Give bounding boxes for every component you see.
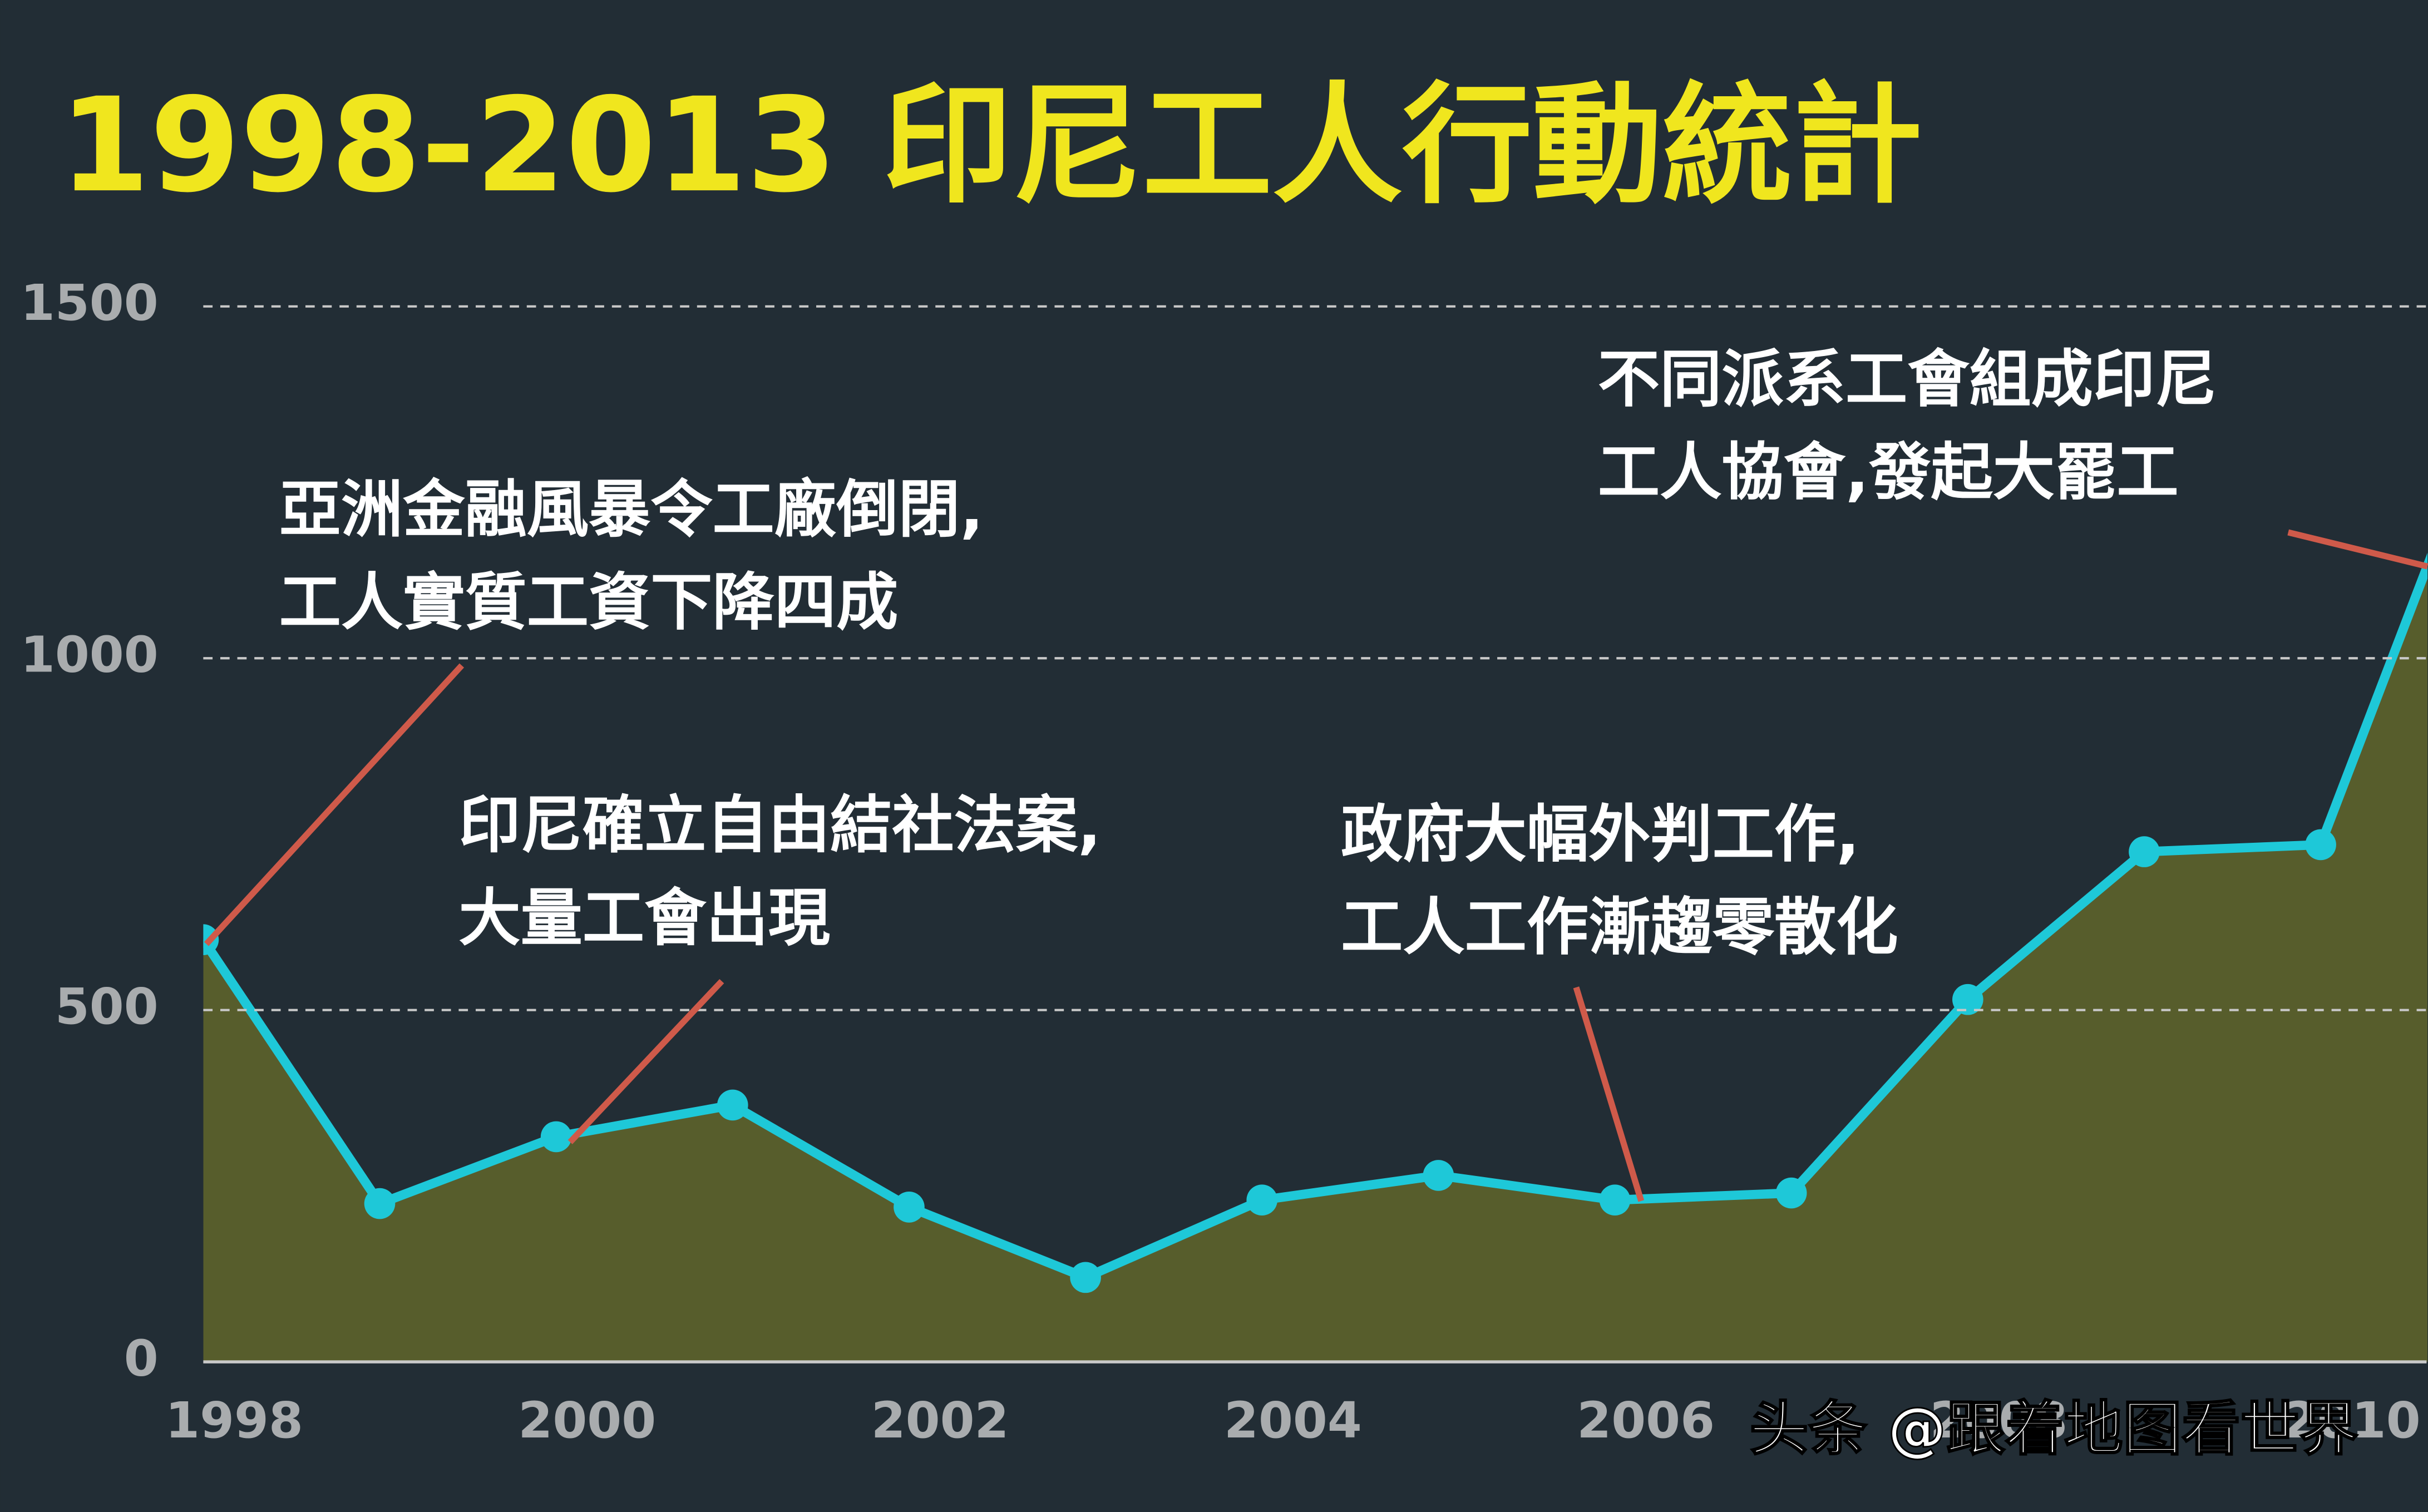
point <box>540 1121 572 1153</box>
watermark: 头条 @跟着地图看世界 <box>1750 1395 2358 1463</box>
x-tick-label: 2010 <box>2283 1391 2421 1449</box>
point <box>1599 1184 1631 1216</box>
point <box>2129 836 2160 867</box>
x-tick-label: 2004 <box>1224 1391 1362 1449</box>
y-tick-label: 500 <box>55 977 159 1035</box>
point <box>1070 1262 1101 1293</box>
point <box>1246 1184 1278 1216</box>
line <box>203 552 2428 1282</box>
annotation-text: 印尼確立自由結社法案, <box>458 789 1101 861</box>
annotation-leader <box>2287 529 2428 570</box>
point <box>1423 1160 1454 1191</box>
annotation-leader <box>567 979 724 1144</box>
annotation-text: 工人實質工資下降四成 <box>279 567 899 639</box>
x-tick-label: 2002 <box>871 1391 1009 1449</box>
point <box>1775 1177 1807 1209</box>
annotation-leader <box>204 663 465 946</box>
annotation-text: 不同派系工會組成印尼 <box>1598 344 2217 416</box>
x-tick-label: 2006 <box>1577 1391 1715 1449</box>
point <box>717 1089 748 1121</box>
x-tick-label: 2008 <box>1930 1391 2068 1449</box>
x-tick-label: 1998 <box>165 1391 303 1449</box>
point <box>1952 984 1983 1015</box>
y-tick-label: 1000 <box>21 626 159 684</box>
annotation-text: 大量工會出現 <box>458 882 830 954</box>
annotation-text: 工人工作漸趨零散化 <box>1341 892 1898 963</box>
annotation-text: 亞洲金融風暴令工廠倒閉, <box>279 474 984 546</box>
area <box>203 566 2428 1362</box>
y-tick-label: 0 <box>124 1330 159 1387</box>
annotation-leader <box>1573 986 1645 1202</box>
point <box>894 1192 925 1223</box>
y-tick-label: 1500 <box>21 274 159 332</box>
point <box>2305 829 2336 861</box>
chart-title: 1998-2013 印尼工人行動統計 <box>60 70 1922 221</box>
annotation-text: 工人協會,發起大罷工 <box>1598 437 2179 508</box>
point <box>364 1188 396 1219</box>
x-tick-label: 2000 <box>518 1391 656 1449</box>
annotation-text: 政府大幅外判工作, <box>1341 799 1859 871</box>
